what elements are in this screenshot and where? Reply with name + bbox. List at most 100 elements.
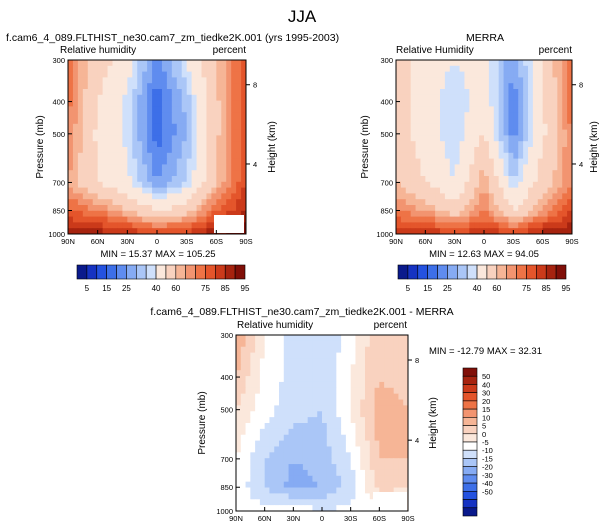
heatmap-cell [567, 199, 573, 206]
heatmap-cell [206, 60, 212, 67]
heatmap-cell [410, 89, 416, 96]
heatmap-cell [236, 187, 242, 194]
heatmap-cell [147, 170, 153, 177]
heatmap-cell [127, 158, 133, 165]
heatmap-cell [97, 89, 104, 96]
heatmap-cell [302, 393, 309, 400]
heatmap-cell [488, 164, 495, 171]
heatmap-cell [528, 60, 534, 67]
heatmap-cell [161, 123, 168, 130]
heatmap-cell [240, 352, 246, 359]
heatmap-cell [454, 65, 460, 72]
heatmap-cell [147, 210, 153, 217]
heatmap-cell [259, 458, 266, 465]
heatmap-cell [410, 228, 416, 235]
heatmap-cell [107, 65, 113, 72]
heatmap-cell [384, 469, 390, 477]
heatmap-cell [379, 393, 385, 400]
heatmap-cell [384, 387, 390, 395]
colorbar-swatch [462, 367, 478, 377]
heatmap-cell [384, 417, 390, 424]
heatmap-cell [221, 106, 227, 113]
colorbar-label: -15 [482, 454, 493, 463]
heatmap-cell [307, 381, 313, 389]
heatmap-cell [420, 106, 426, 113]
heatmap-cell [236, 499, 242, 506]
heatmap-cell [469, 222, 475, 229]
heatmap-cell [331, 381, 337, 389]
heatmap-cell [132, 94, 138, 101]
heatmap-cell [405, 83, 412, 90]
heatmap-cell [127, 181, 133, 188]
heatmap-cell [137, 83, 143, 90]
heatmap-cell [157, 83, 163, 90]
heatmap-cell [430, 205, 436, 212]
heatmap-cell [279, 393, 285, 400]
heatmap-cell [469, 210, 475, 217]
heatmap-cell [176, 141, 183, 148]
heatmap-cell [444, 60, 451, 67]
heatmap-cell [250, 405, 256, 412]
heatmap-cell [503, 83, 509, 90]
heatmap-cell [302, 423, 309, 430]
heatmap-cell [435, 222, 441, 229]
heatmap-cell [186, 164, 193, 171]
heatmap-cell [186, 205, 193, 212]
heatmap-cell [77, 135, 84, 142]
heatmap-cell [264, 505, 270, 512]
heatmap-cell [226, 210, 232, 217]
heatmap-cell [557, 222, 563, 229]
heatmap-cell [161, 193, 168, 200]
panel-model-title: f.cam6_4_089.FLTHIST_ne30.cam7_zm_tiedke… [6, 32, 339, 44]
heatmap-cell [127, 89, 133, 96]
heatmap-cell [454, 83, 460, 90]
heatmap-cell [326, 487, 332, 494]
heatmap-cell [464, 216, 470, 223]
heatmap-cell [181, 222, 188, 229]
heatmap-cell [379, 381, 385, 389]
heatmap-cell [400, 83, 407, 90]
heatmap-cell [444, 228, 451, 235]
heatmap-cell [216, 129, 222, 136]
heatmap-cell [132, 176, 138, 183]
heatmap-cell [317, 364, 323, 371]
heatmap-cell [528, 65, 534, 72]
heatmap-cell [68, 210, 74, 217]
heatmap-cell [97, 135, 104, 142]
heatmap-cell [166, 129, 173, 136]
heatmap-cell [410, 135, 416, 142]
heatmap-cell [547, 100, 553, 107]
heatmap-cell [440, 176, 446, 183]
heatmap-cell [250, 340, 256, 348]
heatmap-cell [211, 60, 217, 67]
heatmap-cell [255, 452, 261, 459]
heatmap-cell [176, 222, 183, 229]
heatmap-cell [127, 77, 133, 84]
heatmap-cell [132, 228, 138, 235]
heatmap-cell [264, 346, 270, 353]
heatmap-cell [255, 335, 261, 342]
heatmap-cell [400, 158, 407, 165]
heatmap-cell [537, 60, 544, 67]
heatmap-cell [341, 405, 347, 412]
heatmap-cell [547, 60, 553, 67]
heatmap-cell [488, 176, 495, 183]
heatmap-cell [365, 446, 371, 453]
heatmap-cell [464, 94, 470, 101]
heatmap-cell [493, 152, 500, 159]
heatmap-cell [369, 335, 375, 342]
heatmap-cell [245, 505, 251, 512]
colorbar-swatch [195, 264, 206, 280]
heatmap-cell [444, 106, 451, 113]
heatmap-cell [350, 458, 356, 465]
heatmap-cell [547, 123, 553, 130]
heatmap-cell [302, 452, 309, 459]
heatmap-cell [532, 158, 539, 165]
heatmap-cell [425, 65, 431, 72]
heatmap-cell [542, 135, 548, 142]
heatmap-cell [152, 205, 158, 212]
heatmap-cell [231, 60, 237, 67]
heatmap-cell [236, 181, 242, 188]
heatmap-cell [528, 170, 534, 177]
heatmap-cell [298, 417, 304, 424]
